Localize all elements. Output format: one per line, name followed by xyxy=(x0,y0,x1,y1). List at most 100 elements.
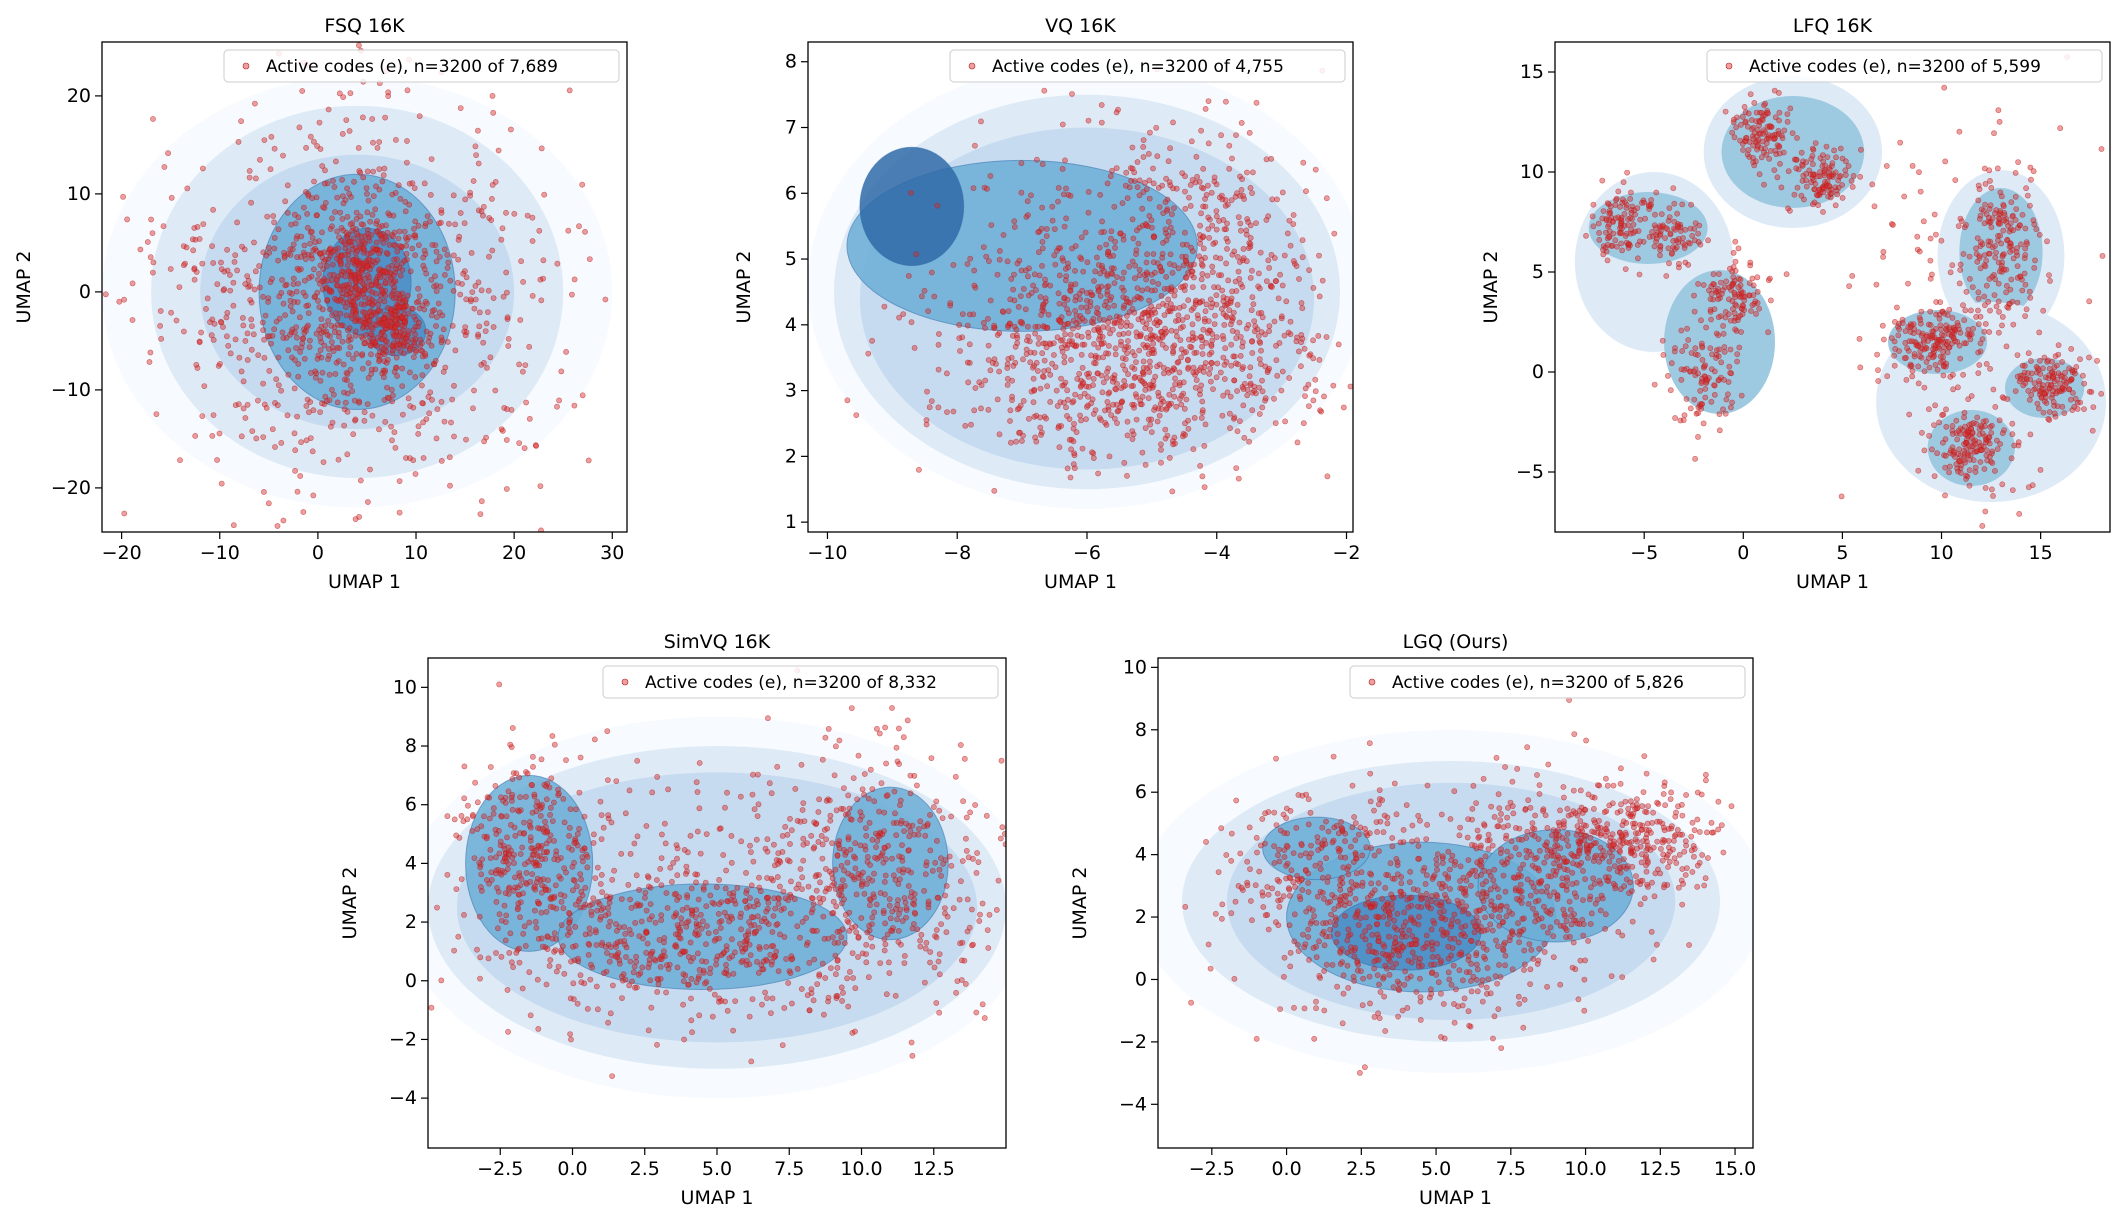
data-point xyxy=(1188,244,1194,251)
data-point xyxy=(1681,366,1688,373)
data-point xyxy=(957,742,964,748)
data-point xyxy=(1970,325,1976,332)
data-point xyxy=(1213,208,1220,214)
data-point xyxy=(1697,241,1704,248)
data-point xyxy=(987,173,994,179)
kde-region xyxy=(1664,270,1776,414)
data-point xyxy=(944,370,950,377)
data-point xyxy=(388,292,395,299)
data-point xyxy=(1198,127,1204,134)
data-point xyxy=(1595,220,1602,227)
data-point xyxy=(1927,322,1934,328)
data-point xyxy=(455,933,462,940)
data-point xyxy=(960,798,966,805)
axes-frame-vq xyxy=(807,41,1354,533)
data-point xyxy=(1099,341,1105,347)
data-point xyxy=(2023,306,2030,313)
data-point xyxy=(1088,352,1094,359)
data-point xyxy=(1698,380,1705,387)
data-point xyxy=(293,334,300,341)
data-point xyxy=(934,838,940,844)
data-point xyxy=(538,527,544,532)
data-point xyxy=(1080,380,1086,387)
data-point xyxy=(450,287,457,294)
data-point xyxy=(1072,343,1079,350)
data-point xyxy=(1734,358,1740,365)
data-point xyxy=(2008,276,2015,283)
data-point xyxy=(291,211,298,218)
data-point xyxy=(1762,145,1768,152)
data-point xyxy=(1762,100,1768,107)
x-tick-label: 10 xyxy=(1929,542,1953,564)
data-point xyxy=(307,133,314,140)
data-point xyxy=(318,316,325,322)
data-point xyxy=(1085,308,1091,315)
data-point xyxy=(1302,393,1308,399)
data-point xyxy=(395,182,402,189)
data-point xyxy=(965,379,972,386)
data-point xyxy=(1228,321,1234,328)
data-point xyxy=(1809,145,1816,152)
data-point xyxy=(1875,367,1881,373)
data-point xyxy=(1745,110,1752,117)
data-point xyxy=(1821,185,1827,192)
data-point xyxy=(1002,830,1006,837)
data-point xyxy=(1007,296,1014,303)
data-point xyxy=(242,281,249,287)
data-point xyxy=(2028,176,2034,183)
data-point xyxy=(1298,363,1304,370)
data-point xyxy=(1950,386,1956,393)
data-point xyxy=(300,289,307,296)
data-point xyxy=(1077,393,1084,400)
data-point xyxy=(1221,321,1228,328)
data-point xyxy=(324,277,331,284)
data-point xyxy=(434,406,441,413)
data-point xyxy=(1120,287,1127,294)
data-point xyxy=(1066,436,1073,443)
data-point xyxy=(1129,216,1136,223)
data-point xyxy=(478,208,485,215)
data-point xyxy=(503,486,510,492)
data-point xyxy=(1189,176,1196,183)
data-point xyxy=(614,927,620,934)
data-point xyxy=(411,185,418,191)
data-point xyxy=(2089,427,2096,434)
data-point xyxy=(476,309,483,316)
data-point xyxy=(1884,373,1891,380)
data-point xyxy=(1685,337,1692,343)
data-point xyxy=(1071,450,1077,457)
data-point xyxy=(1178,401,1185,408)
data-point xyxy=(1200,368,1207,375)
data-point xyxy=(980,319,987,326)
data-point xyxy=(1691,396,1698,403)
data-point xyxy=(357,317,364,324)
data-point xyxy=(1105,249,1111,256)
data-point xyxy=(338,253,345,260)
data-point xyxy=(551,741,558,748)
data-point xyxy=(376,139,383,145)
data-point xyxy=(1084,371,1090,377)
data-point xyxy=(1237,334,1244,340)
legend-lfq: Active codes (e), n=3200 of 5,599 xyxy=(1706,49,2103,83)
data-point xyxy=(157,322,163,329)
data-point xyxy=(1217,369,1224,376)
data-point xyxy=(490,109,497,116)
data-point xyxy=(1891,352,1898,359)
data-point xyxy=(560,905,567,912)
data-point xyxy=(1085,188,1092,195)
plot-area-lfq xyxy=(1574,54,2107,529)
data-point xyxy=(383,343,390,350)
data-point xyxy=(1181,405,1188,412)
data-point xyxy=(1170,119,1176,126)
data-point xyxy=(1697,387,1704,394)
data-point xyxy=(609,876,616,883)
data-point xyxy=(341,422,347,429)
data-point xyxy=(1054,403,1061,409)
data-point xyxy=(350,299,357,306)
data-point xyxy=(1670,237,1677,244)
data-point xyxy=(503,289,510,296)
data-point xyxy=(1683,396,1690,402)
data-point xyxy=(1680,417,1687,423)
data-point xyxy=(1100,379,1107,386)
